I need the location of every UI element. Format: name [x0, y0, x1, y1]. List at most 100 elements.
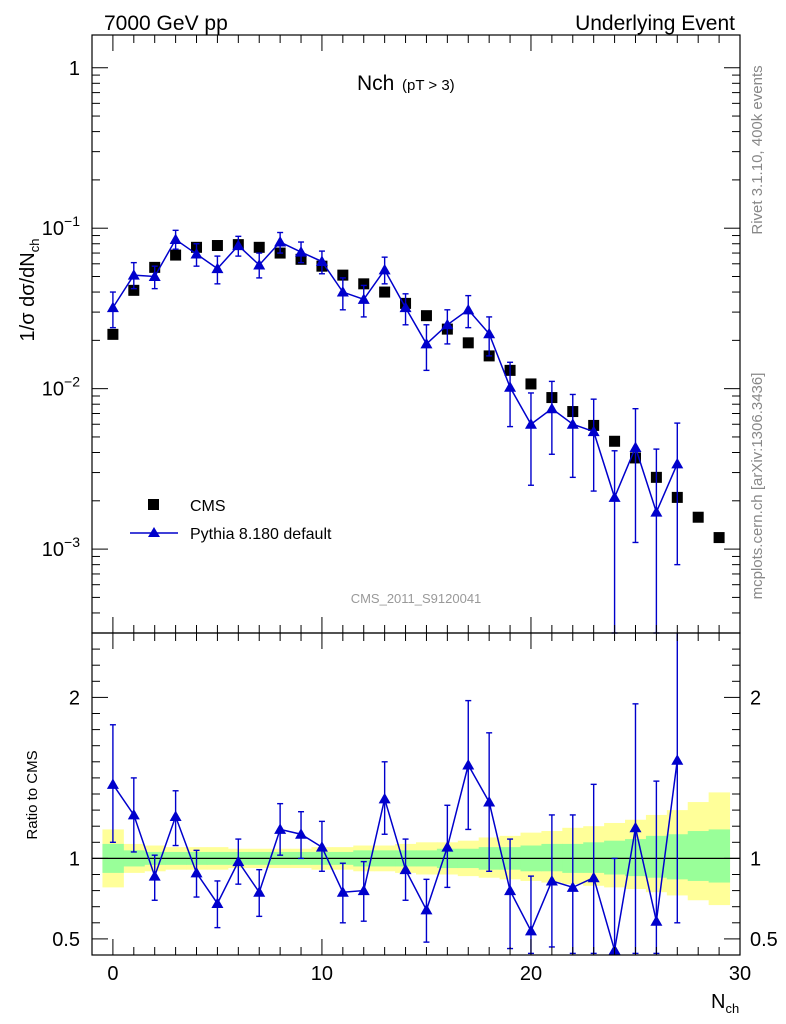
ratio-series-line: [112, 760, 679, 951]
cms-data-point: [420, 310, 432, 322]
pythia-data-point: [127, 269, 140, 280]
header-right-label: Underlying Event: [575, 12, 735, 35]
main-panel: CMS_2011_S9120041 1 10−1 10−2 10−3: [42, 34, 741, 634]
ratio-data-point: [524, 924, 537, 936]
pythia-data-point: [608, 491, 621, 502]
ratio-data-point: [169, 810, 182, 822]
x-tick-label: 0: [107, 963, 118, 985]
pythia-data-point: [483, 327, 496, 339]
x-label-sub: ch: [725, 1001, 739, 1016]
cms-data-point: [107, 328, 119, 340]
pythia-data-point: [462, 303, 475, 315]
ratio-data-point: [357, 884, 370, 896]
pythia-data-point: [524, 418, 537, 429]
main-frame: [91, 34, 741, 634]
legend-cms-marker: [148, 499, 159, 510]
side-label-mcplots: mcplots.cern.ch [arXiv:1306.3436]: [749, 373, 766, 600]
cms-data-point: [462, 337, 474, 349]
cms-data-point: [713, 532, 725, 544]
ratio-y-tick-label-right: 2: [750, 687, 761, 709]
main-y-tick-label: 10−2: [42, 374, 80, 401]
ratio-data-point: [629, 821, 642, 833]
cms-data-point: [170, 249, 182, 261]
ratio-data-point: [315, 841, 328, 852]
x-tick-label: 10: [311, 963, 333, 985]
pythia-data-point: [399, 301, 412, 313]
ratio-data-point: [420, 903, 433, 915]
pythia-data-point: [336, 286, 349, 297]
ratio-band-green: [708, 829, 731, 883]
ratio-data-point: [232, 855, 245, 867]
main-y-label-sub: ch: [27, 239, 42, 253]
ratio-data-point: [127, 808, 140, 820]
cms-data-point: [692, 511, 704, 523]
pythia-data-point: [190, 248, 203, 259]
ratio-data-point: [211, 897, 224, 908]
pythia-data-point: [169, 233, 182, 245]
pythia-data-point: [587, 425, 600, 437]
ratio-data-point: [295, 828, 308, 839]
watermark-label: CMS_2011_S9120041: [351, 591, 482, 606]
ratio-data-point: [483, 796, 496, 807]
ratio-data-point: [378, 792, 391, 804]
side-label-rivet: Rivet 3.1.10, 400k events: [749, 65, 766, 234]
svg-text:1/σ dσ/dNch: 1/σ dσ/dNch: [17, 239, 42, 342]
pythia-data-point: [566, 418, 579, 429]
pythia-data-point: [211, 262, 224, 274]
cms-data-point: [337, 269, 349, 281]
ratio-data-point: [650, 915, 663, 926]
pythia-data-point: [671, 457, 684, 469]
ratio-data-point: [399, 863, 412, 875]
ratio-data-point: [462, 759, 475, 770]
ratio-data-point: [274, 823, 287, 834]
pythia-data-point: [232, 239, 245, 251]
cms-data-point: [253, 241, 265, 253]
legend-pythia-marker: [148, 527, 160, 537]
pythia-series-line: [112, 238, 678, 515]
pythia-data-point: [441, 318, 454, 330]
cms-data-point: [525, 378, 537, 390]
ratio-frame: [91, 632, 741, 956]
ratio-data-point: [504, 884, 517, 896]
x-tick-label: 20: [520, 963, 542, 985]
cms-data-point: [358, 278, 370, 290]
ratio-data-point: [566, 881, 579, 892]
pythia-data-point: [629, 441, 642, 452]
ratio-band-green: [687, 831, 710, 881]
pythia-data-point: [545, 402, 558, 414]
pythia-data-point: [650, 506, 663, 517]
ratio-data-point: [336, 886, 349, 897]
x-tick-label: 30: [729, 963, 751, 985]
main-y-tick-label: 10−3: [42, 534, 80, 561]
ratio-y-tick-label-right: 0.5: [750, 929, 778, 951]
pythia-data-point: [504, 381, 517, 392]
main-y-tick-label: 1: [69, 58, 80, 80]
ratio-data-point: [671, 754, 684, 765]
ratio-y-tick-label-left: 1: [69, 848, 80, 870]
ratio-data-point: [190, 866, 203, 878]
ratio-y-tick-label-left: 2: [69, 687, 80, 709]
ratio-data-point: [441, 841, 454, 852]
cms-data-point: [379, 286, 391, 298]
main-y-axis-label: 1/σ dσ/dNch: [17, 239, 42, 342]
ratio-data-point: [148, 870, 161, 881]
cms-data-point: [609, 435, 621, 447]
pythia-data-point: [106, 301, 119, 313]
ratio-data-point: [253, 886, 266, 897]
plot-title-sub: (pT > 3): [402, 77, 455, 94]
pythia-data-point: [378, 263, 391, 275]
pythia-data-point: [148, 270, 161, 282]
ratio-band-green: [604, 840, 626, 875]
ratio-panel: 0 10 20 30 0.5 0.5 1 1 2 2: [52, 632, 778, 985]
header-left-label: 7000 GeV pp: [104, 12, 228, 35]
x-label-text: N: [711, 991, 725, 1013]
x-axis-label: Nch: [711, 991, 739, 1016]
ratio-y-axis-label: Ratio to CMS: [24, 750, 41, 839]
pythia-data-point: [420, 337, 433, 349]
legend-pythia-label: Pythia 8.180 default: [190, 526, 332, 543]
ratio-y-tick-label-left: 0.5: [52, 929, 80, 951]
legend-cms-label: CMS: [190, 498, 226, 515]
main-y-tick-label: 10−1: [42, 213, 80, 240]
cms-data-point: [128, 284, 140, 296]
